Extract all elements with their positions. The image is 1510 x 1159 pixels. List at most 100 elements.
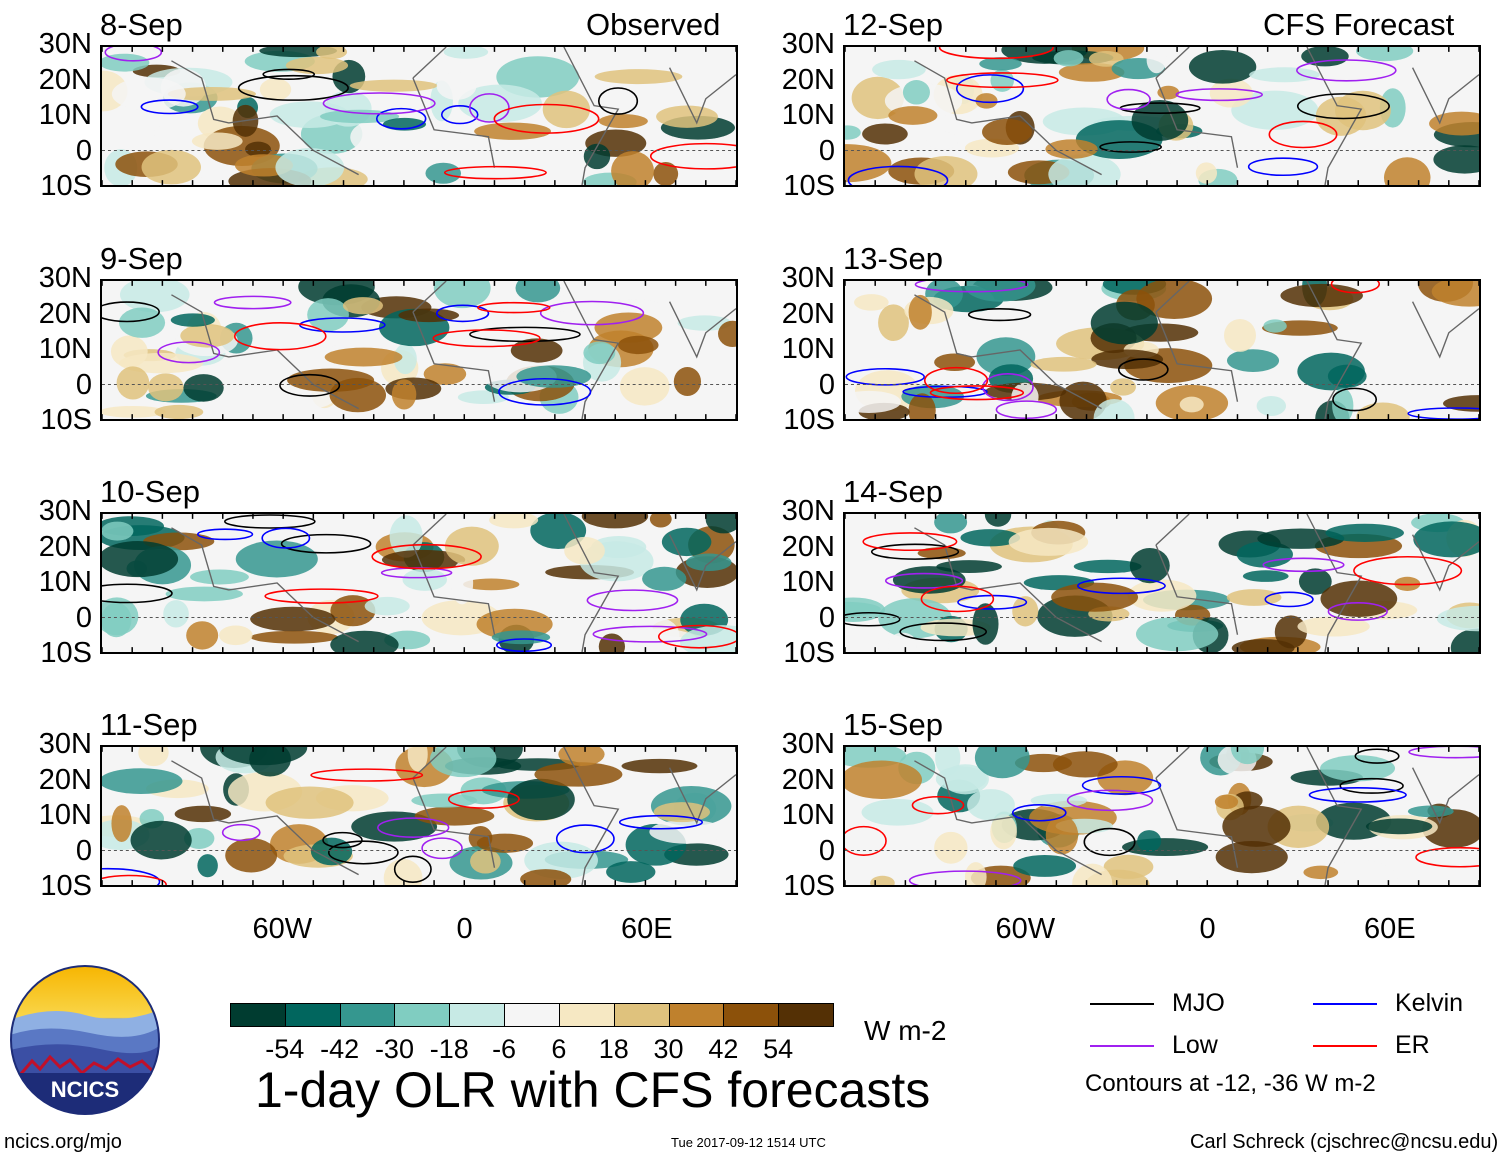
contour-kelvin bbox=[197, 528, 254, 541]
ncics-logo: NCICS bbox=[10, 965, 160, 1115]
legend-low-line bbox=[1090, 1045, 1154, 1047]
contour-kelvin bbox=[1011, 804, 1067, 822]
footer-url[interactable]: ncics.org/mjo bbox=[4, 1131, 122, 1153]
contour-low bbox=[592, 625, 708, 643]
contour-kelvin bbox=[375, 107, 427, 130]
lat-tick-label: 30N bbox=[781, 28, 835, 60]
colorbar-label: -42 bbox=[320, 1034, 360, 1064]
lat-tick-label: 10S bbox=[40, 170, 92, 202]
lat-tick-label: 10N bbox=[781, 566, 835, 598]
contour-kelvin bbox=[140, 99, 199, 115]
lat-tick-label: 0 bbox=[75, 134, 92, 167]
contour-er bbox=[264, 588, 379, 604]
observed-header: Observed bbox=[586, 7, 721, 42]
footer-timestamp: Tue 2017-09-12 1514 UTC bbox=[671, 1135, 826, 1150]
contour-mjo bbox=[280, 533, 372, 554]
contour-mjo bbox=[597, 87, 639, 115]
contour-er bbox=[1330, 281, 1381, 294]
contour-kelvin bbox=[435, 304, 490, 323]
contour-low bbox=[1296, 59, 1397, 82]
lon-tick-label: 0 bbox=[456, 913, 473, 945]
colorbar-label: 42 bbox=[708, 1034, 739, 1064]
colorbar-swatch bbox=[778, 1003, 834, 1027]
lat-tick-label: 10S bbox=[783, 637, 835, 669]
lon-tick-label: 60E bbox=[1364, 913, 1416, 945]
legend-er-line bbox=[1313, 1045, 1377, 1047]
lat-tick-label: 0 bbox=[75, 834, 92, 867]
contour-low bbox=[1106, 88, 1151, 111]
contour-kelvin bbox=[1308, 787, 1407, 803]
colorbar-swatch bbox=[668, 1003, 725, 1027]
legend-low-label: Low bbox=[1172, 1031, 1218, 1059]
colorbar-units: W m-2 bbox=[864, 1015, 947, 1046]
contour-mjo bbox=[327, 840, 399, 865]
colorbar-swatch bbox=[284, 1003, 341, 1027]
observed-olr-map bbox=[100, 745, 738, 887]
colorbar-swatch bbox=[339, 1003, 396, 1027]
colorbar-label: 6 bbox=[551, 1034, 567, 1064]
lat-tick-label: 20N bbox=[781, 763, 835, 796]
contour-mjo bbox=[1339, 777, 1404, 794]
contour-kelvin bbox=[498, 377, 592, 406]
contour-er bbox=[310, 768, 424, 782]
contour-er bbox=[493, 103, 600, 134]
contour-mjo bbox=[899, 622, 988, 642]
contour-kelvin bbox=[955, 74, 1025, 104]
contour-er bbox=[447, 789, 520, 809]
contour-kelvin bbox=[618, 814, 704, 830]
legend-mjo-label: MJO bbox=[1172, 989, 1225, 1017]
lat-tick-label: 0 bbox=[818, 368, 835, 401]
contour-mjo bbox=[967, 308, 1032, 322]
contour-mjo bbox=[237, 74, 349, 101]
lat-tick-label: 10S bbox=[40, 870, 92, 902]
contour-er bbox=[443, 165, 547, 180]
contour-kelvin bbox=[555, 824, 615, 854]
lat-tick-label: 0 bbox=[75, 368, 92, 401]
lon-tick-label: 60W bbox=[252, 913, 313, 945]
contour-low bbox=[213, 295, 292, 310]
contour-mjo bbox=[469, 326, 581, 343]
contour-kelvin bbox=[299, 317, 386, 333]
contour-mjo bbox=[1083, 827, 1136, 857]
logo-text: NCICS bbox=[51, 1077, 119, 1102]
contour-er bbox=[233, 322, 327, 351]
observed-olr-map bbox=[100, 279, 738, 421]
lat-tick-label: 0 bbox=[818, 134, 835, 167]
contour-mjo bbox=[102, 583, 173, 604]
colorbar-label: 54 bbox=[763, 1034, 794, 1064]
contour-kelvin bbox=[261, 527, 311, 549]
contour-kelvin bbox=[440, 105, 479, 125]
contour-er bbox=[862, 532, 958, 552]
lat-tick-label: 30N bbox=[781, 262, 835, 294]
lat-tick-label: 10S bbox=[783, 870, 835, 902]
lat-tick-label: 20N bbox=[781, 63, 835, 96]
contour-kelvin bbox=[845, 367, 925, 386]
lat-tick-label: 30N bbox=[781, 728, 835, 760]
lon-tick-label: 60E bbox=[621, 913, 673, 945]
contour-low bbox=[104, 47, 163, 62]
lat-tick-label: 20N bbox=[781, 530, 835, 563]
contour-low bbox=[322, 92, 436, 115]
footer-author: Carl Schreck (cjschrec@ncsu.edu) bbox=[1190, 1131, 1499, 1153]
contour-er bbox=[945, 72, 1059, 89]
lat-tick-label: 10S bbox=[783, 404, 835, 436]
forecast-olr-map bbox=[843, 279, 1481, 421]
contour-kelvin bbox=[1264, 591, 1314, 608]
contour-er bbox=[929, 385, 1025, 401]
lat-tick-label: 20N bbox=[38, 63, 92, 96]
forecast-panel-date: 13-Sep bbox=[843, 241, 943, 276]
contour-low bbox=[421, 837, 463, 860]
contour-er bbox=[911, 795, 965, 815]
forecast-olr-map bbox=[843, 745, 1481, 887]
lat-tick-label: 10N bbox=[781, 99, 835, 131]
lat-tick-label: 10N bbox=[781, 333, 835, 365]
contour-er bbox=[477, 301, 551, 314]
lat-tick-label: 10N bbox=[38, 99, 92, 131]
contour-kelvin bbox=[102, 867, 161, 885]
lat-tick-label: 0 bbox=[818, 834, 835, 867]
contour-er bbox=[924, 366, 989, 395]
lon-tick-label: 0 bbox=[1199, 913, 1216, 945]
contour-low bbox=[908, 870, 1022, 885]
forecast-header: CFS Forecast bbox=[1263, 7, 1455, 42]
lat-tick-label: 30N bbox=[38, 262, 92, 294]
